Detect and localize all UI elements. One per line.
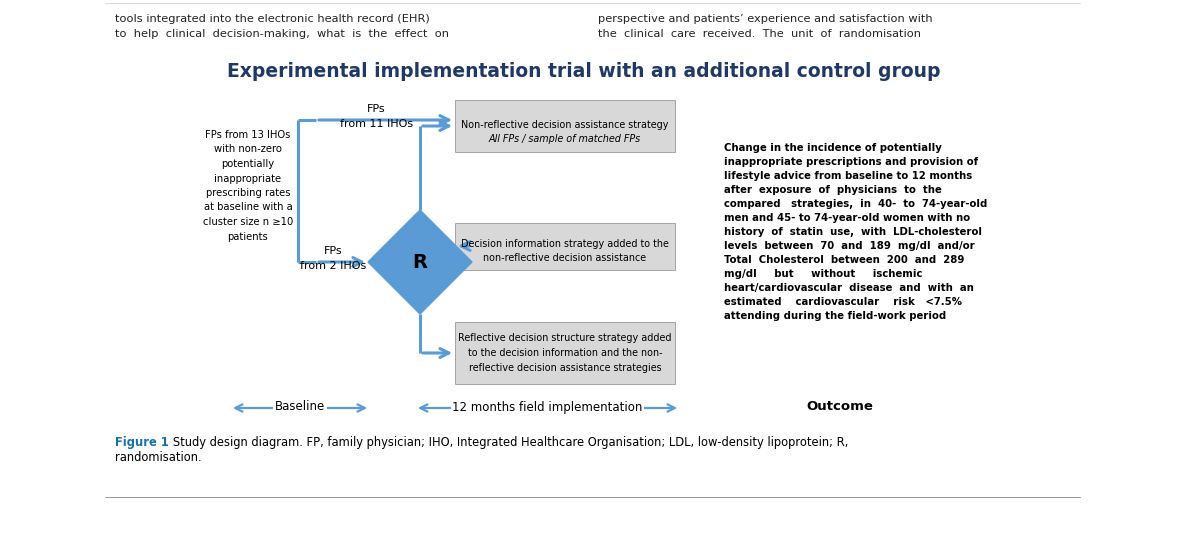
Text: Outcome: Outcome	[806, 401, 874, 413]
Text: FPs from 13 IHOs: FPs from 13 IHOs	[205, 130, 290, 140]
Text: Baseline: Baseline	[275, 401, 325, 413]
Text: Study design diagram. FP, family physician; IHO, Integrated Healthcare Organisat: Study design diagram. FP, family physici…	[162, 436, 848, 449]
Text: men and 45- to 74-year-old women with no: men and 45- to 74-year-old women with no	[724, 213, 970, 223]
Text: attending during the field-work period: attending during the field-work period	[724, 311, 947, 321]
Text: tools integrated into the electronic health record (EHR)
to  help  clinical  dec: tools integrated into the electronic hea…	[115, 14, 449, 39]
Text: potentially: potentially	[222, 159, 275, 169]
Text: after  exposure  of  physicians  to  the: after exposure of physicians to the	[724, 185, 942, 195]
Text: history  of  statin  use,  with  LDL-cholesterol: history of statin use, with LDL-choleste…	[724, 227, 982, 237]
Text: randomisation.: randomisation.	[115, 451, 202, 464]
Text: to the decision information and the non-: to the decision information and the non-	[468, 348, 662, 358]
FancyBboxPatch shape	[455, 223, 674, 269]
Text: with non-zero: with non-zero	[214, 145, 282, 155]
Text: FPs: FPs	[324, 246, 342, 256]
Text: prescribing rates: prescribing rates	[205, 188, 290, 198]
Text: patients: patients	[228, 232, 269, 242]
Text: lifestyle advice from baseline to 12 months: lifestyle advice from baseline to 12 mon…	[724, 171, 972, 181]
Text: Experimental implementation trial with an additional control group: Experimental implementation trial with a…	[227, 62, 941, 81]
Text: Change in the incidence of potentially: Change in the incidence of potentially	[724, 143, 942, 153]
Text: inappropriate: inappropriate	[215, 173, 282, 183]
Text: cluster size n ≥10: cluster size n ≥10	[203, 217, 293, 227]
Text: reflective decision assistance strategies: reflective decision assistance strategie…	[469, 363, 661, 373]
Text: at baseline with a: at baseline with a	[204, 203, 293, 213]
Text: Total  Cholesterol  between  200  and  289: Total Cholesterol between 200 and 289	[724, 255, 965, 265]
Text: R: R	[413, 253, 427, 271]
Text: Decision information strategy added to the: Decision information strategy added to t…	[461, 239, 668, 249]
Text: estimated    cardiovascular    risk   <7.5%: estimated cardiovascular risk <7.5%	[724, 297, 962, 307]
Text: from 11 IHOs: from 11 IHOs	[340, 119, 413, 129]
Text: All FPs / sample of matched FPs: All FPs / sample of matched FPs	[488, 134, 641, 144]
Text: inappropriate prescriptions and provision of: inappropriate prescriptions and provisio…	[724, 157, 978, 167]
FancyBboxPatch shape	[455, 100, 674, 152]
Text: 12 months field implementation: 12 months field implementation	[452, 401, 643, 413]
Text: mg/dl     but     without     ischemic: mg/dl but without ischemic	[724, 269, 923, 279]
Text: Non-reflective decision assistance strategy: Non-reflective decision assistance strat…	[461, 120, 668, 130]
Text: compared   strategies,  in  40-  to  74-year-old: compared strategies, in 40- to 74-year-o…	[724, 199, 988, 209]
Text: Reflective decision structure strategy added: Reflective decision structure strategy a…	[458, 333, 672, 343]
FancyBboxPatch shape	[455, 322, 674, 384]
Text: from 2 IHOs: from 2 IHOs	[300, 261, 366, 271]
Text: FPs: FPs	[367, 104, 386, 114]
Polygon shape	[368, 210, 472, 314]
Text: levels  between  70  and  189  mg/dl  and/or: levels between 70 and 189 mg/dl and/or	[724, 241, 974, 251]
Text: Figure 1: Figure 1	[115, 436, 169, 449]
Text: perspective and patients’ experience and satisfaction with
the  clinical  care  : perspective and patients’ experience and…	[598, 14, 932, 39]
Text: non-reflective decision assistance: non-reflective decision assistance	[484, 253, 647, 263]
Text: heart/cardiovascular  disease  and  with  an: heart/cardiovascular disease and with an	[724, 283, 974, 293]
